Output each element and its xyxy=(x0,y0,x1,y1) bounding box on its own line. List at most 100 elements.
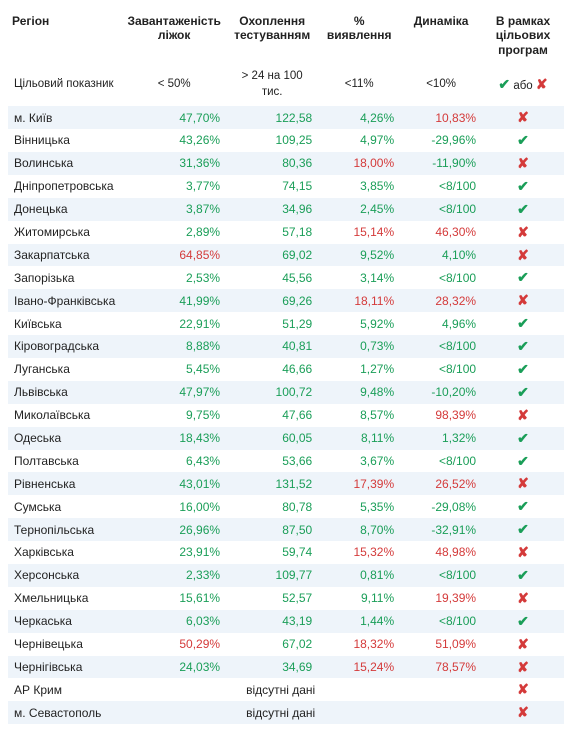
cell-testing: 57,18 xyxy=(226,221,318,244)
check-icon: ✔ xyxy=(517,269,529,285)
table-row: Тернопільська26,96%87,508,70%-32,91%✔ xyxy=(8,518,564,541)
check-icon: ✔ xyxy=(517,498,529,514)
cell-status: ✔ xyxy=(482,427,564,450)
table-row: Запорізька2,53%45,563,14%<8/100✔ xyxy=(8,266,564,289)
cell-dynamics: -10,20% xyxy=(400,381,482,404)
cell-detection: 2,45% xyxy=(318,198,400,221)
cell-detection: 5,92% xyxy=(318,312,400,335)
table-row: Івано-Франківська41,99%69,2618,11%28,32%… xyxy=(8,289,564,312)
cell-dynamics: 1,32% xyxy=(400,427,482,450)
check-icon: ✔ xyxy=(517,201,529,217)
table-row: Кіровоградська8,88%40,810,73%<8/100✔ xyxy=(8,335,564,358)
cell-detection: 4,97% xyxy=(318,129,400,152)
check-icon: ✔ xyxy=(517,430,529,446)
cell-detection: 18,00% xyxy=(318,152,400,175)
cell-status: ✘ xyxy=(482,404,564,427)
cell-beds: 6,03% xyxy=(122,610,226,633)
table-row: Харківська23,91%59,7415,32%48,98%✘ xyxy=(8,541,564,564)
cell-status: ✘ xyxy=(482,152,564,175)
table-row: Чернівецька50,29%67,0218,32%51,09%✘ xyxy=(8,633,564,656)
cell-detection: 8,57% xyxy=(318,404,400,427)
cell-detection: 9,52% xyxy=(318,244,400,267)
table-row: м. Севастопольвідсутні дані✘ xyxy=(8,701,564,724)
cell-region: Сумська xyxy=(8,495,122,518)
cell-beds: 3,87% xyxy=(122,198,226,221)
table-row: Полтавська6,43%53,663,67%<8/100✔ xyxy=(8,450,564,473)
target-dynamics: <10% xyxy=(400,63,482,106)
cell-status: ✘ xyxy=(482,221,564,244)
cell-region: АР Крим xyxy=(8,678,122,701)
cell-dynamics: 4,10% xyxy=(400,244,482,267)
cell-dynamics: 28,32% xyxy=(400,289,482,312)
cell-region: Житомирська xyxy=(8,221,122,244)
cell-status: ✘ xyxy=(482,633,564,656)
cross-icon: ✘ xyxy=(517,292,529,308)
cell-dynamics: <8/100 xyxy=(400,358,482,381)
cell-nodata: відсутні дані xyxy=(226,701,482,724)
check-icon: ✔ xyxy=(517,315,529,331)
cross-icon: ✘ xyxy=(517,636,529,652)
cell-region: Львівська xyxy=(8,381,122,404)
cell-detection: 3,14% xyxy=(318,266,400,289)
cell-beds: 3,77% xyxy=(122,175,226,198)
cell-region: Кіровоградська xyxy=(8,335,122,358)
cell-testing: 59,74 xyxy=(226,541,318,564)
check-icon: ✔ xyxy=(517,384,529,400)
cell-detection: 15,14% xyxy=(318,221,400,244)
cell-dynamics: 4,96% xyxy=(400,312,482,335)
cross-icon: ✘ xyxy=(517,590,529,606)
target-beds: < 50% xyxy=(122,63,226,106)
cell-status: ✘ xyxy=(482,656,564,679)
cell-region: Запорізька xyxy=(8,266,122,289)
cell-dynamics: -29,08% xyxy=(400,495,482,518)
cell-testing: 52,57 xyxy=(226,587,318,610)
table-row: АР Кримвідсутні дані✘ xyxy=(8,678,564,701)
cell-testing: 43,19 xyxy=(226,610,318,633)
cell-detection: 1,27% xyxy=(318,358,400,381)
target-detection: <11% xyxy=(318,63,400,106)
cell-status: ✔ xyxy=(482,129,564,152)
cell-detection: 0,81% xyxy=(318,564,400,587)
check-icon: ✔ xyxy=(517,178,529,194)
cell-testing: 67,02 xyxy=(226,633,318,656)
cell-region: Донецька xyxy=(8,198,122,221)
cell-status: ✔ xyxy=(482,312,564,335)
cell-dynamics: <8/100 xyxy=(400,198,482,221)
cell-dynamics: <8/100 xyxy=(400,564,482,587)
cell-status: ✔ xyxy=(482,610,564,633)
cell-detection: 15,32% xyxy=(318,541,400,564)
cross-icon: ✘ xyxy=(517,109,529,125)
cell-beds: 2,33% xyxy=(122,564,226,587)
cell-testing: 60,05 xyxy=(226,427,318,450)
cell-dynamics: 51,09% xyxy=(400,633,482,656)
cross-icon: ✘ xyxy=(517,224,529,240)
cell-testing: 87,50 xyxy=(226,518,318,541)
col-region: Регіон xyxy=(8,8,122,63)
cell-status: ✔ xyxy=(482,564,564,587)
table-row: Сумська16,00%80,785,35%-29,08%✔ xyxy=(8,495,564,518)
cell-beds: 47,70% xyxy=(122,106,226,129)
cell-dynamics: <8/100 xyxy=(400,335,482,358)
cell-dynamics: 98,39% xyxy=(400,404,482,427)
cell-testing: 45,56 xyxy=(226,266,318,289)
cell-testing: 69,02 xyxy=(226,244,318,267)
cross-icon: ✘ xyxy=(517,247,529,263)
cell-beds: 47,97% xyxy=(122,381,226,404)
cell-testing: 80,36 xyxy=(226,152,318,175)
cell-beds: 6,43% xyxy=(122,450,226,473)
cell-region: Одеська xyxy=(8,427,122,450)
table-row: Донецька3,87%34,962,45%<8/100✔ xyxy=(8,198,564,221)
cell-beds: 23,91% xyxy=(122,541,226,564)
cell-status: ✔ xyxy=(482,381,564,404)
cell-dynamics: 19,39% xyxy=(400,587,482,610)
cell-region: м. Київ xyxy=(8,106,122,129)
table-row: Рівненська43,01%131,5217,39%26,52%✘ xyxy=(8,472,564,495)
cell-testing: 109,77 xyxy=(226,564,318,587)
cell-beds: 2,53% xyxy=(122,266,226,289)
check-icon: ✔ xyxy=(517,521,529,537)
cell-region: Херсонська xyxy=(8,564,122,587)
cell-beds: 41,99% xyxy=(122,289,226,312)
cell-region: Полтавська xyxy=(8,450,122,473)
cell-detection: 3,67% xyxy=(318,450,400,473)
check-icon: ✔ xyxy=(517,338,529,354)
